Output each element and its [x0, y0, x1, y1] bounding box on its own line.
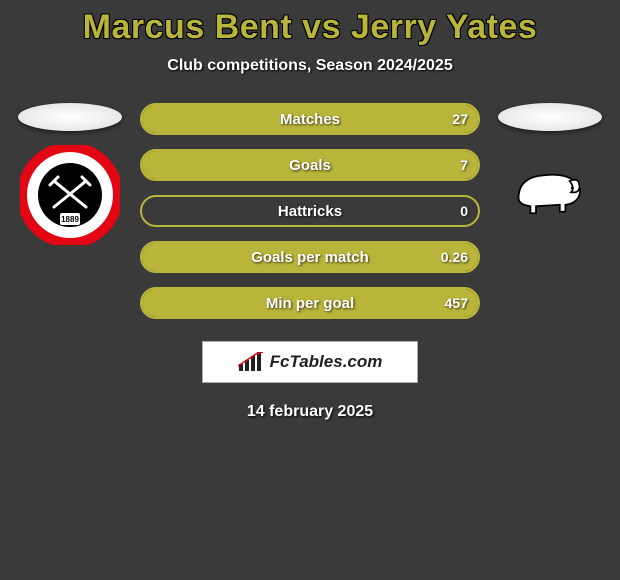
stat-pill: Goals 7: [140, 149, 480, 181]
stat-label: Matches: [280, 111, 340, 128]
stat-value-right: 27: [452, 111, 468, 127]
comparison-subtitle: Club competitions, Season 2024/2025: [0, 57, 620, 75]
stat-pill: Min per goal 457: [140, 287, 480, 319]
stat-pill: Matches 27: [140, 103, 480, 135]
stat-label: Hattricks: [278, 203, 342, 220]
stat-value-right: 0.26: [441, 249, 468, 265]
left-player-column: SHEFFIELD UNITED F.C 1889: [18, 103, 122, 245]
stat-pill: Goals per match 0.26: [140, 241, 480, 273]
comparison-title: Marcus Bent vs Jerry Yates: [0, 8, 620, 47]
stat-label: Goals: [289, 157, 331, 174]
left-player-avatar-placeholder: [18, 103, 122, 131]
badge-year: 1889: [61, 215, 79, 224]
stats-list: Matches 27 Goals 7 Hattricks 0 Goals per match…: [140, 103, 480, 319]
stat-value-right: 0: [460, 203, 468, 219]
fctables-watermark: FcTables.com: [202, 341, 418, 383]
stat-pill: Hattricks 0: [140, 195, 480, 227]
stat-value-right: 7: [460, 157, 468, 173]
derby-ram-badge-icon: [500, 160, 600, 230]
comparison-body: SHEFFIELD UNITED F.C 1889 Matches 27 Goals…: [0, 103, 620, 319]
left-club-badge: SHEFFIELD UNITED F.C 1889: [20, 145, 120, 245]
right-player-avatar-placeholder: [498, 103, 602, 131]
snapshot-date: 14 february 2025: [0, 403, 620, 421]
right-player-column: [498, 103, 602, 245]
stat-label: Goals per match: [251, 249, 369, 266]
bar-chart-icon: [238, 352, 264, 372]
stat-label: Min per goal: [266, 295, 354, 312]
stat-value-right: 457: [445, 295, 468, 311]
right-club-badge: [500, 145, 600, 245]
watermark-text: FcTables.com: [270, 352, 383, 372]
sheffield-united-badge-icon: SHEFFIELD UNITED F.C 1889: [20, 145, 120, 245]
